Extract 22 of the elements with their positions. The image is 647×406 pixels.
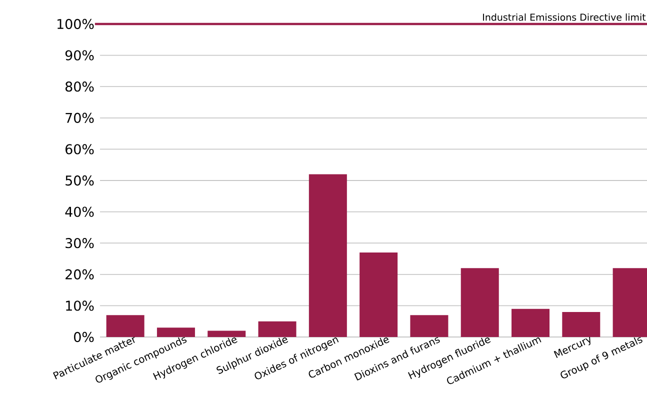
y-tick-label: 100% <box>58 18 94 30</box>
y-tick-label: 90% <box>65 50 94 60</box>
bar <box>460 268 499 337</box>
y-tick-label: 10% <box>66 300 94 311</box>
bar <box>562 312 600 337</box>
y-tick-label: 40% <box>65 206 94 217</box>
y-tick-label: 20% <box>66 269 94 280</box>
bar <box>106 315 144 337</box>
bar <box>156 328 195 337</box>
y-tick-label: 50% <box>66 175 94 186</box>
bar <box>208 330 246 337</box>
bar <box>512 308 550 337</box>
y-tick-label: 30% <box>66 238 94 248</box>
bar <box>258 321 296 337</box>
y-tick-label: 60% <box>66 144 94 154</box>
y-tick-label: 80% <box>65 82 94 92</box>
y-tick-label: 0% <box>74 332 94 342</box>
y-tick-label: 70% <box>66 112 94 123</box>
bar <box>308 174 347 337</box>
ref-line-label: Industrial Emissions Directive limit <box>483 13 646 21</box>
bar <box>360 252 398 337</box>
bar <box>410 315 448 337</box>
